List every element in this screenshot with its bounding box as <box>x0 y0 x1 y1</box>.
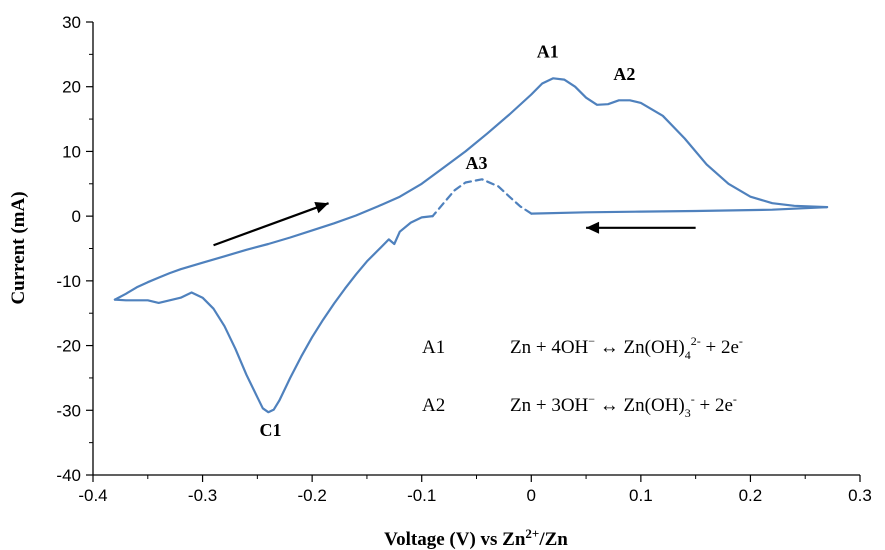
y-tick-label: 10 <box>62 142 81 161</box>
cv-curve-segment <box>431 178 533 218</box>
y-tick-label: -40 <box>56 466 81 485</box>
sweep-arrow-head <box>314 202 329 214</box>
x-axis-ticks <box>92 475 861 482</box>
peak-label: C1 <box>260 420 282 440</box>
peak-label: A3 <box>466 153 488 173</box>
sweep-direction-arrows <box>213 202 696 247</box>
peak-labels: A1 A2 A3 C1 <box>260 42 636 441</box>
reaction-equation-a2: A2 Zn + 3OH− ↔ Zn(OH)3- + 2e- <box>422 392 737 420</box>
cv-curve <box>113 77 829 414</box>
y-axis-tick-labels: 30 20 10 0 -10 -20 -30 -40 <box>56 13 81 485</box>
cv-curve-segment <box>113 77 829 301</box>
y-axis-title: Current (mA) <box>8 191 29 304</box>
peak-label: A1 <box>537 42 559 62</box>
x-axis-title: Voltage (V) vs Zn2+/Zn <box>384 526 568 550</box>
x-tick-label: 0.1 <box>629 486 653 505</box>
y-tick-label: -20 <box>56 337 81 356</box>
reaction-equation-a1: A1 Zn + 4OH− ↔ Zn(OH)42- + 2e- <box>422 334 743 362</box>
x-axis-tick-labels: -0.4 -0.3 -0.2 -0.1 0 0.1 0.2 0.3 <box>78 486 871 505</box>
x-tick-label: -0.2 <box>297 486 326 505</box>
y-tick-label: -10 <box>56 272 81 291</box>
y-axis-ticks <box>86 21 93 476</box>
peak-label: A2 <box>613 64 635 84</box>
sweep-arrow-shaft <box>213 202 329 247</box>
x-tick-label: 0.2 <box>739 486 763 505</box>
y-tick-label: 30 <box>62 13 81 32</box>
equation-label-a1: A1 <box>422 337 445 358</box>
equation-label-a2: A2 <box>422 395 445 416</box>
y-tick-label: 0 <box>72 207 81 226</box>
equation-text-a2: Zn + 3OH− ↔ Zn(OH)3- + 2e- <box>510 392 737 420</box>
cv-curve-segment <box>530 206 829 215</box>
sweep-arrow-head <box>586 221 600 234</box>
x-tick-label: 0 <box>527 486 536 505</box>
y-tick-label: 20 <box>62 78 81 97</box>
x-tick-label: -0.4 <box>78 486 107 505</box>
x-tick-label: -0.3 <box>188 486 217 505</box>
x-tick-label: 0.3 <box>848 486 872 505</box>
x-tick-label: -0.1 <box>407 486 436 505</box>
equation-text-a1: Zn + 4OH− ↔ Zn(OH)42- + 2e- <box>510 334 743 362</box>
cv-curve-segment <box>113 215 434 414</box>
plot-frame <box>92 22 860 476</box>
y-tick-label: -30 <box>56 401 81 420</box>
